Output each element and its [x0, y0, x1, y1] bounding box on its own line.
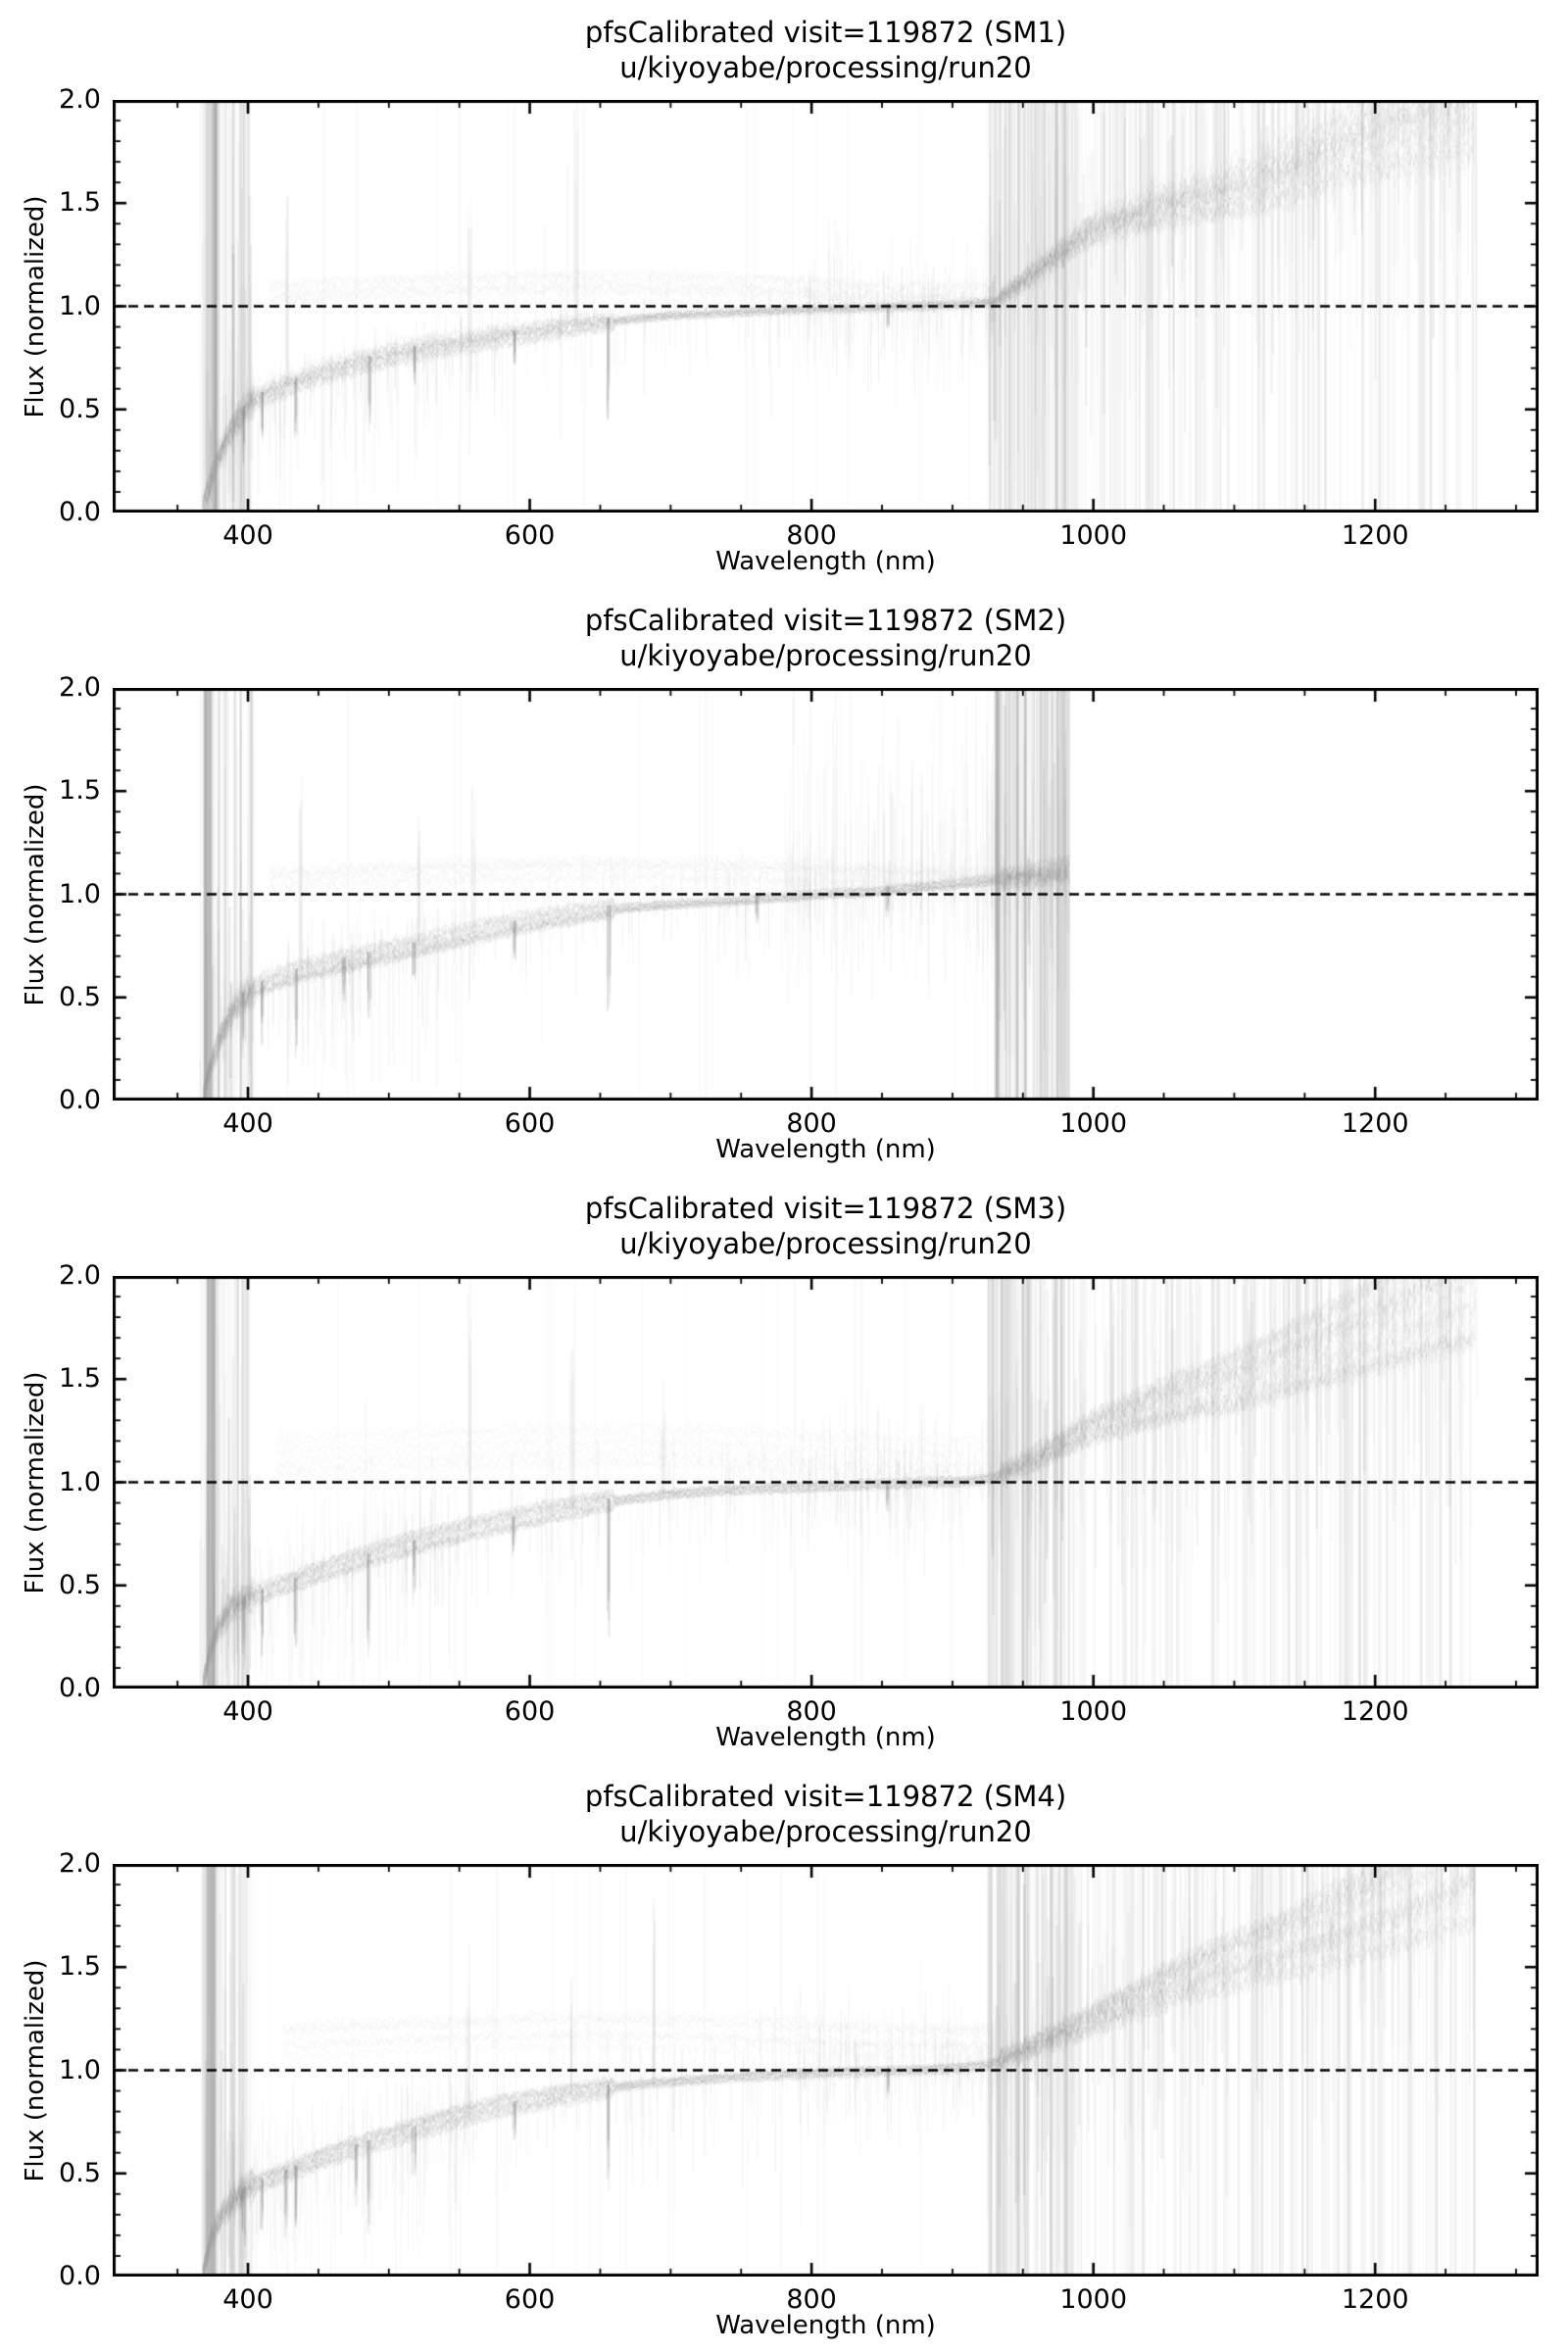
y-tick-label: 2.0 [59, 672, 101, 703]
subplot-sm3: pfsCalibrated visit=119872 (SM3) u/kiyoy… [0, 1176, 1568, 1764]
x-tick-label: 1200 [1341, 2284, 1409, 2315]
x-tick-label: 600 [504, 520, 556, 551]
y-tick-label: 1.5 [59, 1363, 101, 1395]
plot-subtitle-sm4: u/kiyoyabe/processing/run20 [619, 1815, 1032, 1848]
x-tick-label: 1000 [1059, 520, 1128, 551]
x-tick-label: 600 [504, 2284, 556, 2315]
y-tick-label: 0.5 [59, 2157, 101, 2188]
axes-sm2 [113, 688, 1539, 1101]
plot-canvas-sm1 [113, 100, 1539, 513]
plot-canvas-sm2 [113, 688, 1539, 1101]
x-tick-label: 1000 [1059, 1696, 1128, 1727]
x-tick-label: 800 [786, 2284, 837, 2315]
y-tick-label: 1.0 [59, 878, 101, 909]
x-tick-label: 1200 [1341, 520, 1409, 551]
x-axis-label-sm3: Wavelength (nm) [715, 1723, 936, 1752]
x-tick-label: 400 [222, 520, 273, 551]
y-tick-label: 0.5 [59, 981, 101, 1012]
x-tick-label: 800 [786, 1108, 837, 1139]
plot-canvas-sm3 [113, 1276, 1539, 1689]
y-tick-label: 1.5 [59, 775, 101, 807]
y-tick-label: 0.5 [59, 1569, 101, 1600]
subplot-sm4: pfsCalibrated visit=119872 (SM4) u/kiyoy… [0, 1764, 1568, 2352]
subplot-sm2: pfsCalibrated visit=119872 (SM2) u/kiyoy… [0, 588, 1568, 1176]
x-tick-label: 800 [786, 1696, 837, 1727]
plot-canvas-sm4 [113, 1864, 1539, 2277]
axes-sm4 [113, 1864, 1539, 2277]
x-tick-label: 1200 [1341, 1108, 1409, 1139]
y-tick-label: 0.0 [59, 1085, 101, 1115]
plot-title-sm3: pfsCalibrated visit=119872 (SM3) [584, 1192, 1067, 1225]
y-tick-label: 2.0 [59, 1260, 101, 1291]
y-tick-label: 1.0 [59, 2054, 101, 2085]
x-axis-label-sm4: Wavelength (nm) [715, 2311, 936, 2340]
axes-sm3 [113, 1276, 1539, 1689]
axes-sm1 [113, 100, 1539, 513]
x-tick-label: 600 [504, 1108, 556, 1139]
x-axis-label-sm2: Wavelength (nm) [715, 1135, 936, 1164]
x-tick-label: 1000 [1059, 1108, 1128, 1139]
x-tick-label: 600 [504, 1696, 556, 1727]
plot-title-sm1: pfsCalibrated visit=119872 (SM1) [584, 16, 1067, 49]
plot-title-sm2: pfsCalibrated visit=119872 (SM2) [584, 604, 1067, 637]
y-tick-label: 0.0 [59, 2261, 101, 2291]
x-tick-label: 800 [786, 520, 837, 551]
x-tick-label: 400 [222, 1696, 273, 1727]
plot-title-sm4: pfsCalibrated visit=119872 (SM4) [584, 1780, 1067, 1813]
y-tick-label: 0.5 [59, 393, 101, 424]
y-tick-label: 0.0 [59, 497, 101, 527]
x-tick-label: 1000 [1059, 2284, 1128, 2315]
x-tick-label: 400 [222, 1108, 273, 1139]
x-tick-label: 400 [222, 2284, 273, 2315]
y-tick-label: 0.0 [59, 1673, 101, 1703]
y-tick-label: 1.5 [59, 1951, 101, 1983]
x-axis-label-sm1: Wavelength (nm) [715, 547, 936, 576]
y-tick-label: 1.0 [59, 290, 101, 321]
y-tick-label: 1.0 [59, 1466, 101, 1497]
y-tick-label: 2.0 [59, 1848, 101, 1879]
plot-subtitle-sm2: u/kiyoyabe/processing/run20 [619, 639, 1032, 672]
plot-subtitle-sm1: u/kiyoyabe/processing/run20 [619, 51, 1032, 84]
subplot-sm1: pfsCalibrated visit=119872 (SM1) u/kiyoy… [0, 0, 1568, 588]
y-tick-label: 1.5 [59, 187, 101, 219]
y-tick-label: 2.0 [59, 84, 101, 115]
plot-subtitle-sm3: u/kiyoyabe/processing/run20 [619, 1227, 1032, 1260]
x-tick-label: 1200 [1341, 1696, 1409, 1727]
